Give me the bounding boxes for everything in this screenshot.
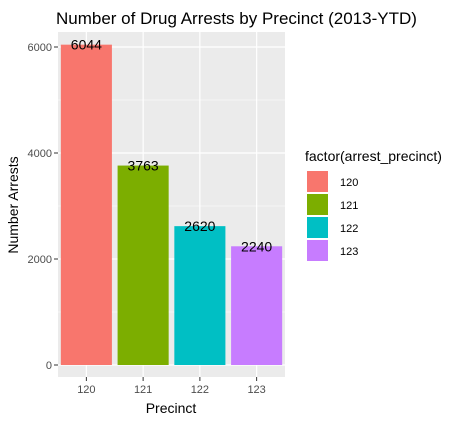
data-labels: 6044 3763 2620 2240 bbox=[71, 37, 273, 255]
y-tick-label: 2000 bbox=[28, 254, 52, 266]
bar-122 bbox=[174, 226, 226, 365]
x-axis: 120 121 122 123 bbox=[77, 377, 266, 396]
x-tick-label: 121 bbox=[134, 384, 152, 396]
legend-label-121: 121 bbox=[340, 200, 358, 212]
legend-label-123: 123 bbox=[340, 246, 358, 258]
data-label-122: 2620 bbox=[184, 218, 215, 234]
x-axis-title: Precinct bbox=[146, 400, 197, 416]
legend-key-121 bbox=[307, 194, 328, 215]
x-tick-label: 120 bbox=[77, 384, 95, 396]
legend: factor(arrest_precinct) 120 121 122 123 bbox=[305, 148, 442, 261]
legend-title: factor(arrest_precinct) bbox=[305, 148, 442, 164]
bar-121 bbox=[117, 165, 169, 365]
data-label-120: 6044 bbox=[71, 37, 102, 53]
bar-123 bbox=[231, 246, 283, 365]
y-tick-label: 6000 bbox=[28, 42, 52, 54]
y-tick-label: 4000 bbox=[28, 148, 52, 160]
data-label-121: 3763 bbox=[128, 158, 159, 174]
bar-120 bbox=[60, 44, 112, 365]
x-tick-label: 122 bbox=[191, 384, 209, 396]
legend-items: 120 121 122 123 bbox=[307, 171, 358, 261]
legend-label-122: 122 bbox=[340, 223, 358, 235]
y-axis-title: Number Arrests bbox=[5, 156, 21, 253]
legend-label-120: 120 bbox=[340, 177, 358, 189]
legend-key-123 bbox=[307, 240, 328, 261]
legend-key-120 bbox=[307, 171, 328, 192]
y-axis: 0 2000 4000 6000 bbox=[28, 42, 58, 372]
bars bbox=[60, 44, 283, 365]
x-tick-label: 123 bbox=[247, 384, 265, 396]
legend-key-122 bbox=[307, 217, 328, 238]
chart-title: Number of Drug Arrests by Precinct (2013… bbox=[56, 9, 417, 28]
y-tick-label: 0 bbox=[46, 360, 52, 372]
data-label-123: 2240 bbox=[241, 238, 272, 254]
